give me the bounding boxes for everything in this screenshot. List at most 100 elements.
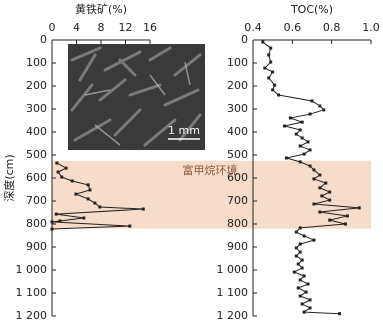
y-tick-label: 500 [26, 148, 47, 161]
y-tick-label: 300 [26, 102, 47, 115]
data-point [277, 93, 281, 97]
data-point [74, 192, 78, 196]
y-tick-label: 700 [26, 194, 47, 207]
y-tick-label: 1 100 [217, 286, 249, 299]
y-tick-label: 900 [227, 240, 248, 253]
data-point [302, 310, 306, 314]
data-point [308, 306, 312, 310]
data-point [308, 148, 312, 152]
data-point [50, 220, 54, 224]
data-point [263, 66, 267, 70]
y-tick-label: 800 [227, 217, 248, 230]
data-point [298, 242, 302, 246]
y-tick-label: 400 [227, 125, 248, 138]
y-tick-label: 1 200 [16, 309, 48, 322]
data-point [308, 112, 312, 116]
region-label: 富甲烷环境 [183, 163, 238, 177]
data-point [312, 202, 316, 206]
y-tick-label: 1 000 [16, 263, 48, 276]
data-point [288, 116, 292, 120]
data-point [294, 230, 298, 234]
data-point [298, 250, 302, 254]
data-point [318, 173, 322, 177]
y-tick-label: 400 [26, 125, 47, 138]
y-tick-label: 300 [227, 102, 248, 115]
data-point [302, 274, 306, 278]
data-point [298, 144, 302, 148]
data-point [294, 132, 298, 136]
data-point [320, 194, 324, 198]
data-point [98, 205, 102, 209]
x-tick-label: 0.4 [244, 21, 262, 34]
data-point [50, 227, 54, 231]
data-point [55, 161, 59, 165]
data-point [128, 224, 132, 228]
x-tick-label: 12 [119, 21, 133, 34]
data-point [298, 278, 302, 282]
y-tick-label: 100 [26, 56, 47, 69]
data-point [267, 76, 271, 80]
y-tick-label: 1 200 [217, 309, 249, 322]
y-axis-title: 深度(cm) [2, 154, 16, 201]
x-tick-label: 1.0 [362, 21, 380, 34]
data-point [88, 188, 92, 192]
y-tick-label: 0 [241, 33, 248, 46]
x-tick-label: 0.6 [284, 21, 302, 34]
scale-label: 1 mm [168, 124, 200, 137]
data-point [64, 166, 68, 170]
data-point [324, 181, 328, 185]
y-tick-label: 0 [40, 33, 47, 46]
data-point [300, 258, 304, 262]
data-point [296, 286, 300, 290]
data-point [312, 238, 316, 242]
data-point [296, 262, 300, 266]
data-point [271, 88, 275, 92]
data-point [300, 266, 304, 270]
data-point [261, 40, 265, 44]
data-point [310, 99, 314, 103]
data-point [306, 140, 310, 144]
data-point [86, 183, 90, 187]
data-point [357, 206, 361, 210]
data-point [345, 214, 349, 218]
data-point [322, 108, 326, 112]
y-tick-label: 1 000 [217, 263, 249, 276]
data-point [304, 290, 308, 294]
data-point [292, 270, 296, 274]
data-point [328, 190, 332, 194]
data-point [273, 83, 277, 87]
x-tick-label: 16 [143, 21, 157, 34]
y-tick-label: 600 [26, 171, 47, 184]
y-tick-label: 600 [227, 171, 248, 184]
data-point [298, 294, 302, 298]
data-point [86, 197, 90, 201]
data-point [282, 124, 286, 128]
y-tick-label: 900 [26, 240, 47, 253]
shaded-region [52, 160, 371, 229]
data-point [56, 170, 60, 174]
data-point [312, 177, 316, 181]
x-tick-label: 0.8 [323, 21, 341, 34]
data-point [308, 298, 312, 302]
data-point [318, 186, 322, 190]
data-point [298, 160, 302, 164]
data-point [300, 120, 304, 124]
data-point [267, 53, 271, 57]
data-point [318, 210, 322, 214]
data-line [262, 41, 360, 315]
inset-photo: 1 mm [68, 44, 205, 150]
y-tick-label: 200 [26, 79, 47, 92]
y-tick-label: 200 [227, 79, 248, 92]
data-point [318, 104, 322, 108]
data-point [54, 212, 58, 216]
x-tick-label: 4 [73, 21, 80, 34]
y-tick-label: 1 100 [16, 286, 48, 299]
x-tick-label: 8 [98, 21, 105, 34]
data-point [298, 128, 302, 132]
data-point [284, 156, 288, 160]
data-point [306, 282, 310, 286]
data-point [269, 46, 273, 50]
data-point [82, 216, 86, 220]
data-point [300, 302, 304, 306]
